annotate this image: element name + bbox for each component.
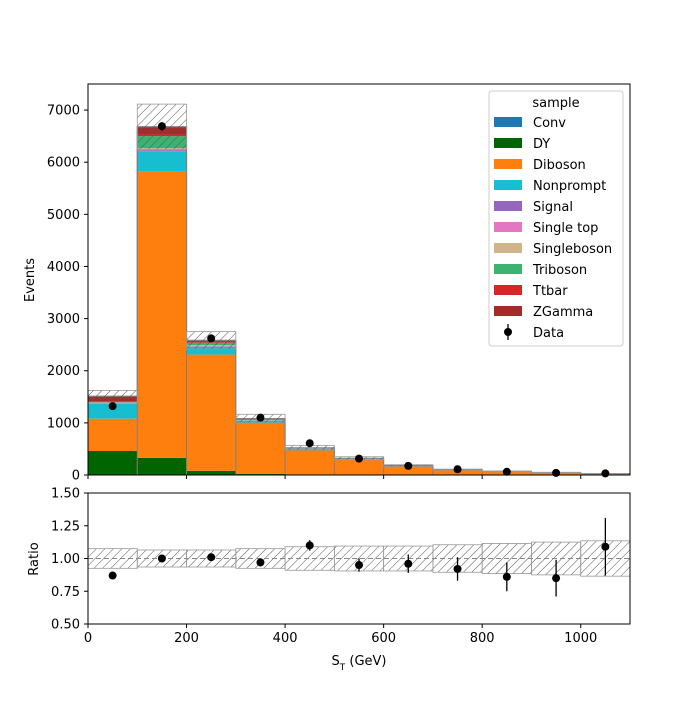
x-tick-label: 0 (84, 631, 92, 646)
legend-data-marker (504, 328, 512, 336)
ratio-point (158, 555, 166, 563)
ratio-y-tick-label: 0.50 (51, 618, 80, 633)
ratio-y-tick-label: 1.00 (51, 552, 80, 567)
legend-entry: DY (533, 137, 550, 152)
legend-entry: Data (533, 326, 564, 341)
ratio-point (355, 561, 363, 569)
y-tick-label: 1000 (47, 416, 80, 431)
bar-nonprompt-1 (137, 151, 186, 171)
legend-swatch (494, 222, 522, 232)
legend-title: sample (532, 96, 579, 111)
legend-entry: Singleboson (533, 242, 612, 257)
ratio-y-tick-label: 1.25 (51, 519, 80, 534)
data-point (552, 469, 560, 477)
ratio-point (404, 560, 412, 568)
main-y-axis-label: Events (23, 258, 38, 302)
legend-entry: ZGamma (533, 305, 593, 320)
data-point (355, 455, 363, 463)
x-tick-label: 800 (470, 631, 495, 646)
data-point (109, 402, 117, 410)
legend-entry: Diboson (533, 158, 586, 173)
x-tick-label: 600 (371, 631, 396, 646)
legend-entry: Single top (533, 221, 598, 236)
data-point (306, 439, 314, 447)
data-point (404, 462, 412, 470)
bar-diboson-3 (236, 423, 285, 474)
data-point (256, 414, 264, 422)
data-point (158, 122, 166, 130)
x-tick-label: 1000 (564, 631, 597, 646)
x-tick-label: 400 (273, 631, 298, 646)
bar-dy-0 (88, 451, 137, 475)
ratio-point (109, 572, 117, 580)
legend-swatch (494, 264, 522, 274)
bar-dy-1 (137, 458, 186, 475)
y-tick-label: 5000 (47, 208, 80, 223)
bar-diboson-1 (137, 171, 186, 458)
bar-diboson-0 (88, 419, 137, 451)
ratio-point (256, 558, 264, 566)
y-tick-label: 4000 (47, 260, 80, 275)
data-point (601, 469, 609, 477)
y-tick-label: 0 (72, 469, 80, 484)
legend-swatch (494, 243, 522, 253)
legend-entry: Nonprompt (533, 179, 606, 194)
y-tick-label: 3000 (47, 312, 80, 327)
legend-swatch (494, 138, 522, 148)
x-tick-label: 200 (174, 631, 199, 646)
x-axis-label: ST (GeV) (331, 654, 386, 673)
y-tick-label: 6000 (47, 156, 80, 171)
ratio-point (552, 574, 560, 582)
data-point (454, 465, 462, 473)
legend-entry: Ttbar (532, 284, 568, 299)
ratio-point (306, 541, 314, 549)
legend: sample Conv DY Diboson Nonprompt Signal Single… (489, 91, 623, 346)
bar-diboson-2 (187, 355, 236, 471)
ratio-y-tick-label: 1.50 (51, 487, 80, 502)
bar-signal-1 (137, 150, 186, 151)
legend-entry: Triboson (532, 263, 587, 278)
legend-swatch (494, 285, 522, 295)
legend-swatch (494, 180, 522, 190)
legend-entry: Conv (533, 116, 566, 131)
legend-swatch (494, 201, 522, 211)
ratio-y-tick-label: 0.75 (51, 585, 80, 600)
mc-uncertainty-band (88, 390, 137, 402)
bar-diboson-4 (285, 450, 334, 475)
y-tick-label: 2000 (47, 364, 80, 379)
ratio-y-axis-label: Ratio (27, 542, 42, 575)
ratio-point (207, 553, 215, 561)
ratio-point (601, 543, 609, 551)
y-tick-label: 7000 (47, 104, 80, 119)
legend-swatch (494, 306, 522, 316)
ratio-panel: 0 200 400 600 800 1000 0.50 0.75 1.00 1.25 1.50 R… (27, 487, 630, 647)
legend-entry: Signal (533, 200, 573, 215)
ratio-point (454, 565, 462, 573)
ratio-point (503, 573, 511, 581)
legend-swatch (494, 117, 522, 127)
legend-swatch (494, 159, 522, 169)
data-point (207, 334, 215, 342)
bar-dy-2 (187, 471, 236, 475)
